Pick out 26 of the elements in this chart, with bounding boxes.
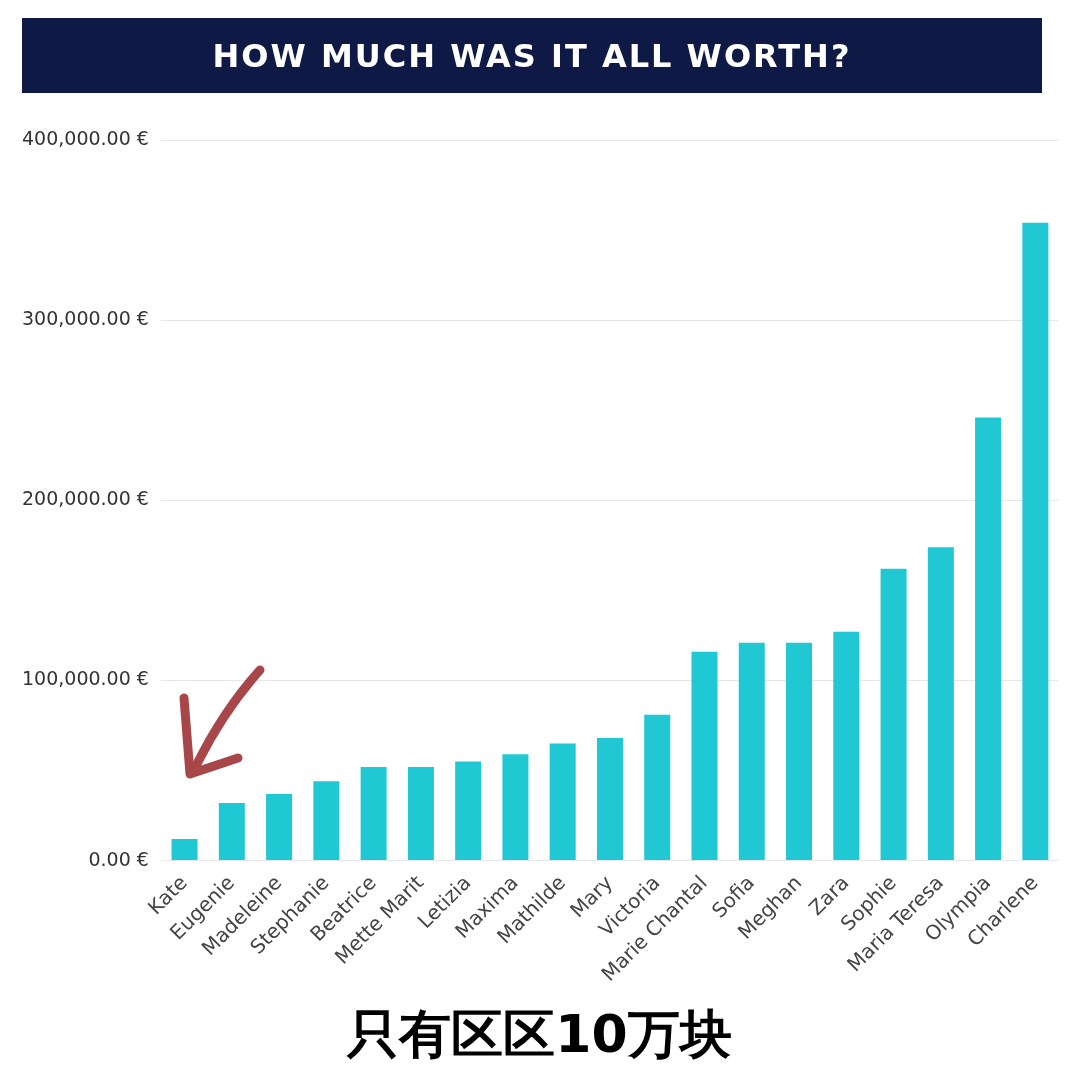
text: 只有区区10万块 [346,1003,733,1066]
y-tick-label: 400,000.00 € [21,126,149,149]
bar [975,417,1002,861]
y-tick-label: 300,000.00 € [21,307,149,330]
bar [502,754,529,861]
chart-title: HOW MUCH WAS IT ALL WORTH? [22,18,1042,93]
bar [1022,222,1049,861]
bar [786,642,813,861]
bar [833,631,860,861]
bar [171,839,198,861]
y-tick-label: 100,000.00 € [21,667,149,690]
bar [218,802,245,861]
y-tick-label: 200,000.00 € [21,487,149,510]
bar [691,651,718,861]
bar [596,738,623,861]
y-tick-label: 0.00 € [88,847,149,870]
bar [549,743,576,861]
bar [927,547,954,861]
bar [266,793,293,861]
bar [880,568,907,861]
bar [455,761,482,861]
bar [738,642,765,861]
bar [644,714,671,861]
bar [407,766,434,861]
bar [313,781,340,861]
bar [360,766,387,861]
